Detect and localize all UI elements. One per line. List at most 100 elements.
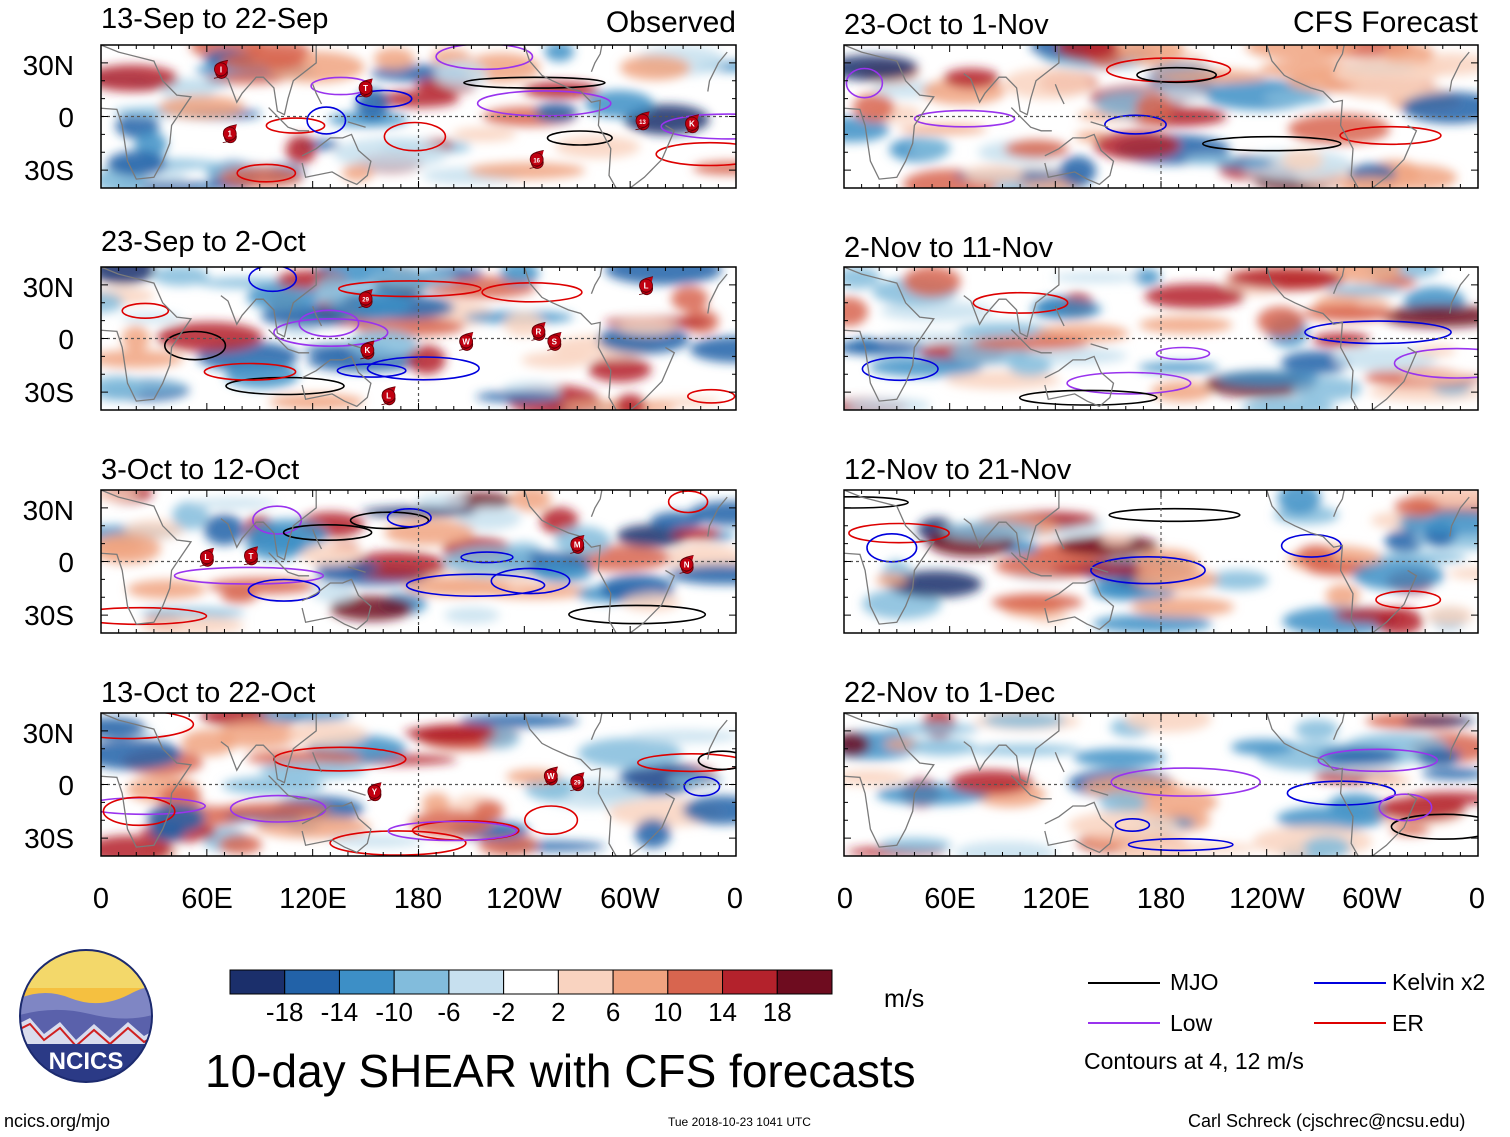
- contour-line: [336, 363, 407, 378]
- anomaly-blob: [1030, 299, 1102, 320]
- axis-ticks: [843, 712, 1479, 857]
- storm-marker: W: [459, 331, 474, 351]
- anomaly-blob: [1099, 791, 1147, 815]
- anomaly-blob: [1093, 131, 1181, 160]
- anomaly-blob: [328, 111, 409, 128]
- contour-line: [568, 604, 707, 625]
- anomaly-blob: [844, 339, 926, 356]
- anomaly-blob: [421, 792, 451, 815]
- coastline: [1371, 569, 1418, 633]
- coastline: [590, 45, 603, 73]
- coastline: [1266, 490, 1359, 633]
- anomaly-blob: [1394, 497, 1440, 517]
- anomaly-blob: [1357, 297, 1392, 309]
- anomaly-blob: [534, 102, 578, 122]
- contour-line: [866, 532, 918, 563]
- lat-label: 0: [58, 102, 74, 133]
- anomaly-blob: [287, 722, 367, 747]
- coastline: [1054, 306, 1065, 327]
- coastline: [101, 713, 193, 848]
- contour-line: [848, 522, 950, 544]
- anomaly-blob: [138, 616, 245, 633]
- anomaly-blob: [1073, 748, 1166, 768]
- anomaly-blob: [1138, 316, 1233, 334]
- map-panel-observed-2: [100, 266, 737, 411]
- anomaly-blob: [1302, 305, 1396, 322]
- anomaly-blob: [522, 81, 599, 99]
- anomaly-blob: [1364, 772, 1411, 788]
- lat-label: 30S: [24, 600, 74, 631]
- anomaly-blob: [500, 267, 539, 285]
- colorbar-tick-label: 18: [762, 997, 792, 1027]
- storm-marker: 13: [635, 111, 650, 131]
- anomaly-blob: [146, 803, 206, 833]
- panel-title: 13-Oct to 22-Oct: [101, 677, 316, 709]
- coastline: [1044, 133, 1115, 186]
- contour-line: [203, 362, 297, 381]
- anomaly-blob: [1130, 597, 1235, 617]
- coastline: [312, 529, 323, 550]
- coastline: [1332, 45, 1345, 73]
- anomaly-blob: [1132, 268, 1161, 286]
- lon-label: 180: [393, 883, 443, 915]
- contour-line: [490, 567, 571, 595]
- anomaly-blob: [1263, 90, 1329, 106]
- anomaly-blob: [269, 393, 365, 410]
- coastline: [312, 84, 323, 105]
- coastline: [844, 267, 935, 402]
- footer-timestamp: Tue 2018-10-23 1041 UTC: [668, 1115, 811, 1129]
- coastline: [844, 45, 935, 180]
- anomaly-blob: [1242, 397, 1335, 410]
- storm-label: W: [547, 772, 555, 781]
- storm-marker: 29: [358, 289, 373, 308]
- anomaly-blob: [1101, 534, 1132, 547]
- contour-line: [460, 551, 514, 564]
- anomaly-blob: [459, 713, 579, 728]
- anomaly-blob: [107, 150, 167, 177]
- anomaly-blob: [203, 514, 245, 546]
- contour-line: [1018, 389, 1158, 406]
- anomaly-blob: [1384, 529, 1424, 553]
- coastlines: [101, 490, 728, 633]
- contour-line: [972, 291, 1069, 314]
- contour-line: [913, 109, 1016, 128]
- anomaly-blob: [682, 795, 736, 825]
- contour-line: [236, 163, 297, 183]
- footer-url[interactable]: ncics.org/mjo: [4, 1111, 111, 1131]
- anomaly-blob: [1150, 381, 1213, 402]
- contour-line: [1066, 371, 1192, 395]
- colorbar-swatch: [722, 969, 778, 995]
- coastline: [707, 496, 728, 537]
- contour-line: [1110, 767, 1261, 797]
- anomaly-blob: [1117, 45, 1185, 65]
- contour-line: [683, 776, 721, 797]
- storm-marker: L: [638, 276, 654, 296]
- coastline: [1090, 566, 1109, 573]
- panel-title: 13-Sep to 22-Sep: [101, 3, 329, 35]
- anomaly-blob: [909, 738, 976, 756]
- anomaly-blob: [991, 593, 1084, 612]
- anomaly-blob: [619, 55, 691, 81]
- anomaly-blob: [190, 497, 277, 509]
- anomaly-blob: [101, 717, 146, 739]
- anomaly-blob: [1421, 768, 1478, 780]
- storm-label: I: [220, 65, 222, 74]
- storm-marker: M: [570, 534, 585, 554]
- anomaly-blob: [299, 543, 363, 566]
- anomaly-blob: [868, 357, 983, 377]
- coastline: [268, 329, 310, 354]
- coastlines: [101, 267, 728, 410]
- coastline: [1449, 719, 1470, 760]
- anomaly-blob: [152, 267, 209, 286]
- storm-marker: W: [543, 766, 558, 786]
- anomaly-blob: [1004, 139, 1069, 159]
- axis-ticks: [100, 44, 737, 189]
- lat-label: 30S: [24, 377, 74, 408]
- contour-line: [845, 67, 884, 99]
- map-panel-observed-1: [100, 44, 737, 189]
- anomaly-blob: [1281, 149, 1324, 172]
- lon-label: 60E: [924, 883, 976, 915]
- coastline: [707, 719, 728, 760]
- main-title: 10-day SHEAR with CFS forecasts: [205, 1045, 916, 1097]
- storm-label: 29: [574, 781, 581, 787]
